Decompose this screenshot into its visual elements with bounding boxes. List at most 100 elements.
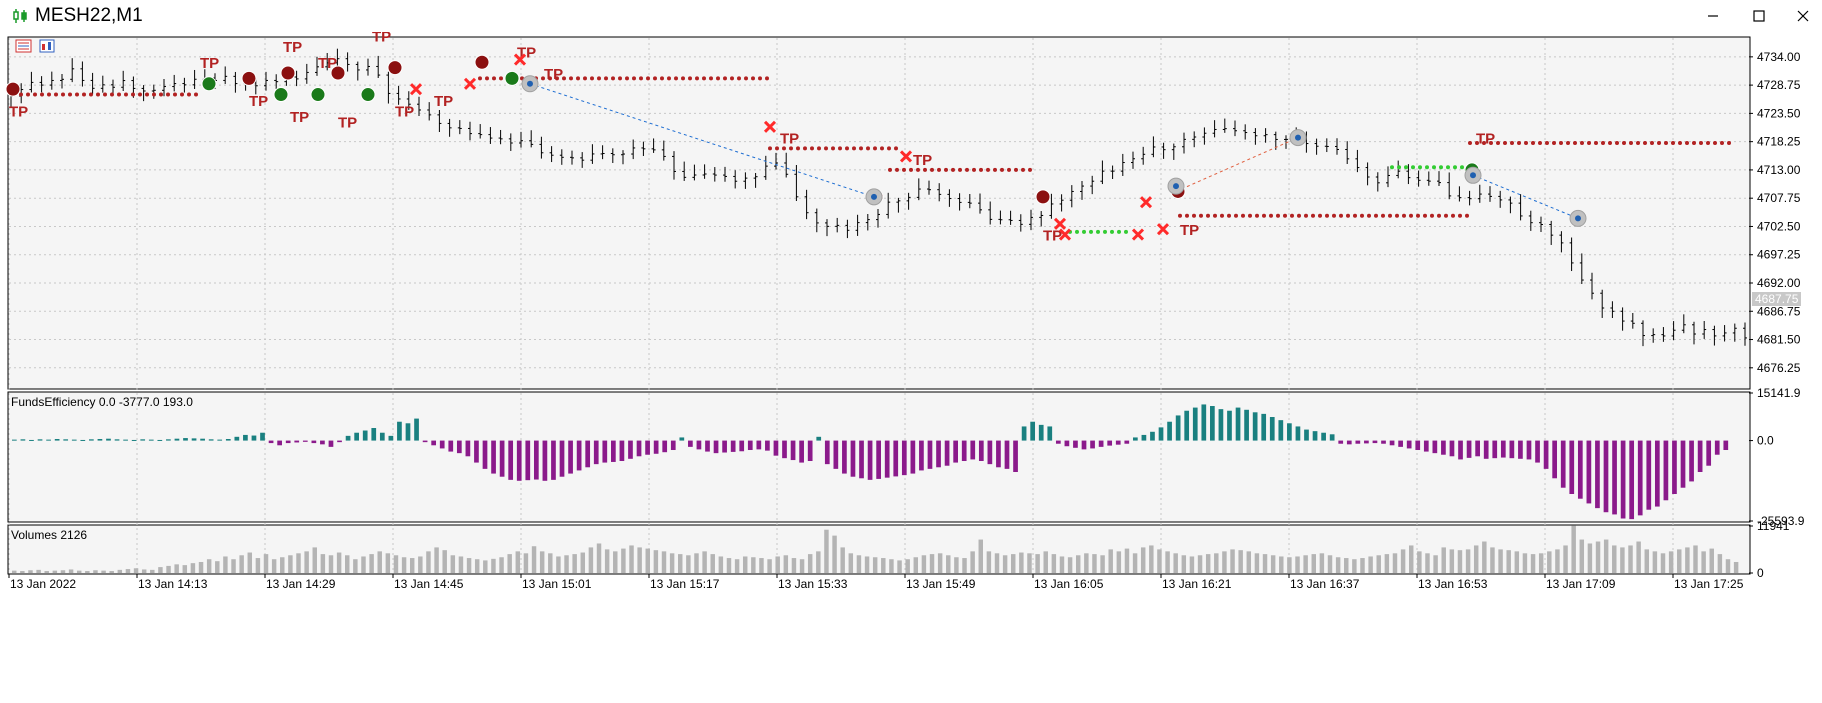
minimize-button[interactable] (1690, 0, 1736, 32)
volume-bar (767, 559, 772, 573)
funds-efficiency-bar (1261, 413, 1267, 441)
volume-bar (1059, 556, 1065, 573)
funds-efficiency-bar (131, 439, 137, 441)
funds-efficiency-bar (345, 435, 351, 441)
order-level-dot (89, 92, 93, 97)
funds-efficiency-bar (1132, 437, 1138, 441)
close-button[interactable] (1780, 0, 1822, 32)
funds-efficiency-bar (448, 440, 454, 452)
order-level-dot (1388, 213, 1392, 218)
volume-bar (1132, 553, 1138, 573)
funds-efficiency-bar (1278, 420, 1284, 441)
order-level-dot (1318, 213, 1322, 218)
price-tick-label: 4728.75 (1757, 78, 1801, 92)
tp-label: TP (395, 104, 414, 121)
tp-label: TP (1476, 131, 1495, 148)
order-level-dot (1727, 141, 1731, 145)
tp-label: TP (249, 93, 268, 110)
chart-properties-icon[interactable] (39, 39, 55, 53)
volume-bar (856, 555, 862, 573)
funds-efficiency-bar (302, 440, 308, 442)
funds-efficiency-bar (1158, 427, 1164, 441)
funds-efficiency-bar (123, 439, 128, 441)
order-level-dot (1021, 167, 1025, 172)
tp-label: TP (1180, 222, 1199, 239)
order-level-dot (96, 92, 100, 97)
funds-efficiency-bar (191, 438, 197, 441)
volume-bar (1368, 556, 1373, 573)
volume-bar (483, 560, 488, 573)
order-level-dot (796, 146, 800, 151)
funds-efficiency-bar (29, 439, 34, 441)
order-level-dot (618, 76, 622, 81)
funds-efficiency-bar (1723, 440, 1729, 451)
order-level-dot (1248, 213, 1252, 218)
volume-bar (824, 529, 829, 573)
volume-bar (353, 559, 358, 573)
order-level-dot (923, 167, 927, 172)
tp-label: TP (200, 55, 219, 72)
volume-bar (271, 559, 277, 573)
order-level-dot (768, 146, 772, 151)
volume-bar (1352, 559, 1357, 573)
order-level-dot (1269, 213, 1273, 218)
volume-bar (653, 550, 659, 573)
volume-bar (101, 570, 106, 573)
volume-bar (840, 547, 845, 573)
funds-efficiency-bar (1124, 440, 1130, 444)
volume-bar (450, 555, 456, 573)
order-level-dot (1559, 141, 1563, 145)
data-table-icon[interactable] (15, 39, 32, 53)
volume-bar (247, 552, 253, 573)
volume-bar (1335, 557, 1341, 573)
order-level-dot (1255, 213, 1259, 218)
trade-link-line (1175, 137, 1299, 192)
volume-bar (848, 553, 854, 573)
funds-efficiency-bar (71, 439, 77, 441)
volume-bar (1100, 555, 1105, 573)
funds-efficiency-bar (705, 440, 710, 452)
volume-bar (629, 545, 634, 573)
order-level-dot (1000, 167, 1004, 172)
funds-efficiency-bar (371, 428, 377, 441)
funds-efficiency-bar (636, 440, 642, 457)
order-level-dot (1374, 213, 1378, 218)
price-axis: 4734.00 4728.75 4723.50 4718.25 4713.00 4707.… (1749, 50, 1805, 580)
order-level-dot (646, 76, 650, 81)
order-level-dot (1566, 141, 1570, 145)
volume-bar (1149, 545, 1154, 573)
order-level-dot (1220, 213, 1224, 218)
order-level-dot (1353, 213, 1357, 218)
funds-efficiency-bar (37, 439, 43, 441)
order-level-dot (1423, 213, 1427, 218)
price-tick-label: 4676.25 (1757, 361, 1801, 375)
time-tick-label: 13 Jan 14:13 (138, 577, 208, 591)
volume-bar (962, 558, 967, 573)
volume-bar (499, 557, 504, 573)
funds-efficiency-bar (1047, 426, 1053, 441)
order-level-dot (1720, 141, 1724, 145)
funds-efficiency-bar (208, 439, 214, 441)
volume-bar (1555, 549, 1560, 573)
volume-bar (954, 557, 959, 573)
order-level-dot (19, 92, 23, 97)
funds-efficiency-bar (1646, 440, 1652, 510)
funds-efficiency-bar (499, 440, 505, 477)
time-tick-label: 13 Jan 15:01 (522, 577, 592, 591)
order-level-dot (1437, 213, 1441, 218)
funds-efficiency-bar (268, 440, 274, 444)
funds-efficiency-bar (1073, 440, 1078, 448)
order-level-dot (1430, 213, 1434, 218)
volume-bar (1116, 551, 1122, 573)
funds-efficiency-bar (1098, 440, 1104, 447)
funds-efficiency-bar (1603, 440, 1609, 513)
order-level-dot (653, 76, 657, 81)
maximize-button[interactable] (1736, 0, 1782, 32)
trade-link-line (529, 83, 875, 198)
order-level-dot (1325, 213, 1329, 218)
volume-bar (946, 555, 951, 573)
volume-bar (929, 554, 935, 573)
funds-efficiency-bar (807, 440, 813, 462)
funds-efficiency-bar (628, 440, 633, 459)
